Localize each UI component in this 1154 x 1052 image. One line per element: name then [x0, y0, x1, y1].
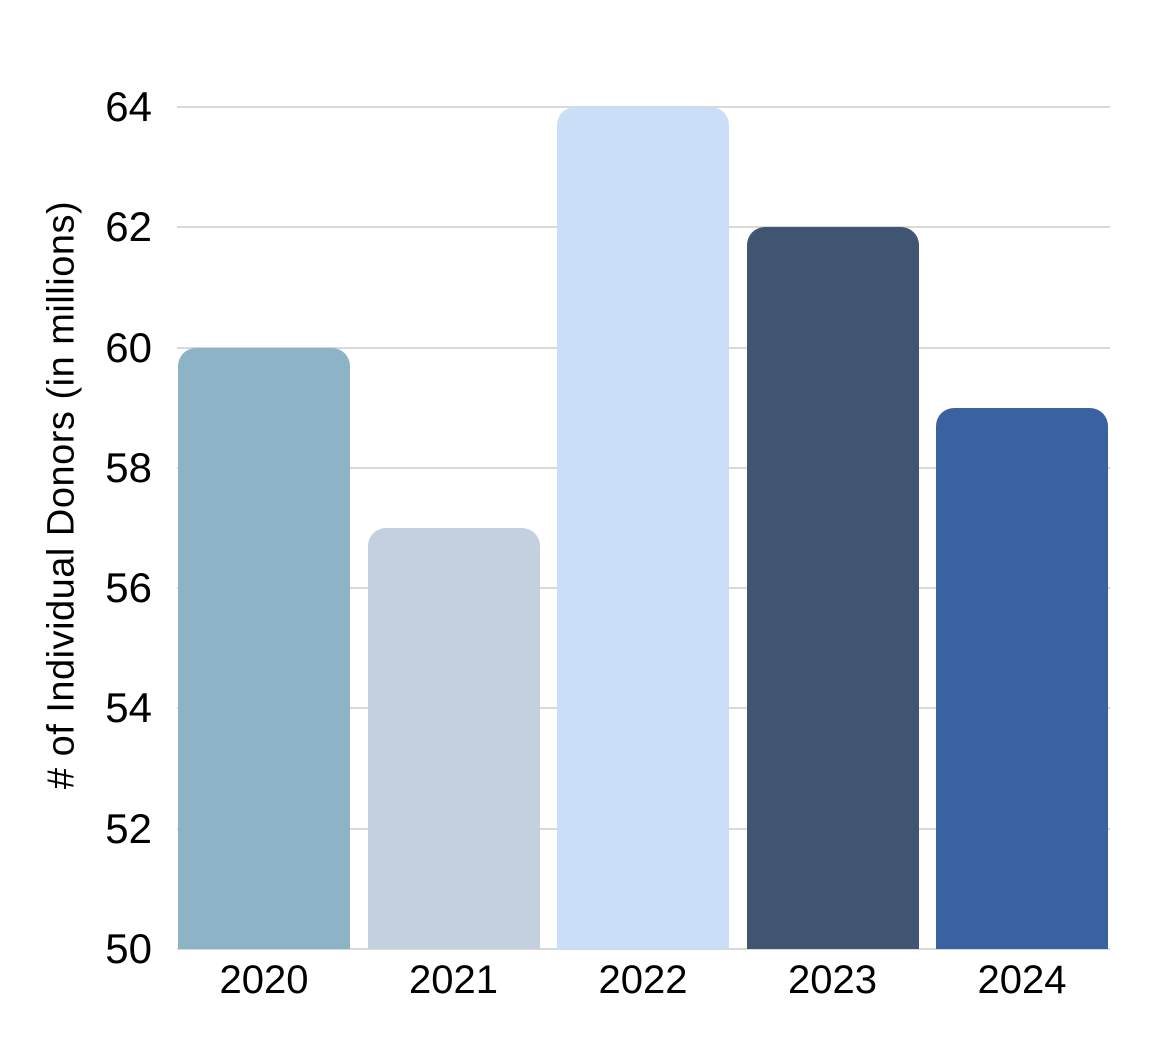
bar-2023	[746, 227, 919, 949]
x-tick-label-2022: 2022	[598, 958, 688, 1002]
x-tick-label-2021: 2021	[409, 958, 498, 1002]
bar-2024	[936, 407, 1108, 949]
y-tick-label-52: 52	[105, 804, 152, 852]
bar-2021	[367, 528, 540, 949]
y-tick-label-50: 50	[105, 925, 152, 972]
x-tick-label-2020: 2020	[219, 958, 309, 1002]
x-tick-label-2023: 2023	[788, 958, 877, 1002]
x-tick-label-2024: 2024	[977, 958, 1067, 1002]
y-tick-label-60: 60	[105, 323, 152, 371]
y-tick-label-56: 56	[105, 564, 152, 612]
y-tick-label-58: 58	[105, 443, 152, 491]
bar-2020	[178, 347, 350, 949]
y-tick-label-64: 64	[105, 83, 152, 130]
bar-2022	[557, 107, 729, 949]
y-tick-label-54: 54	[105, 684, 152, 732]
gridline-50	[177, 948, 1110, 950]
y-tick-label-62: 62	[105, 203, 152, 251]
